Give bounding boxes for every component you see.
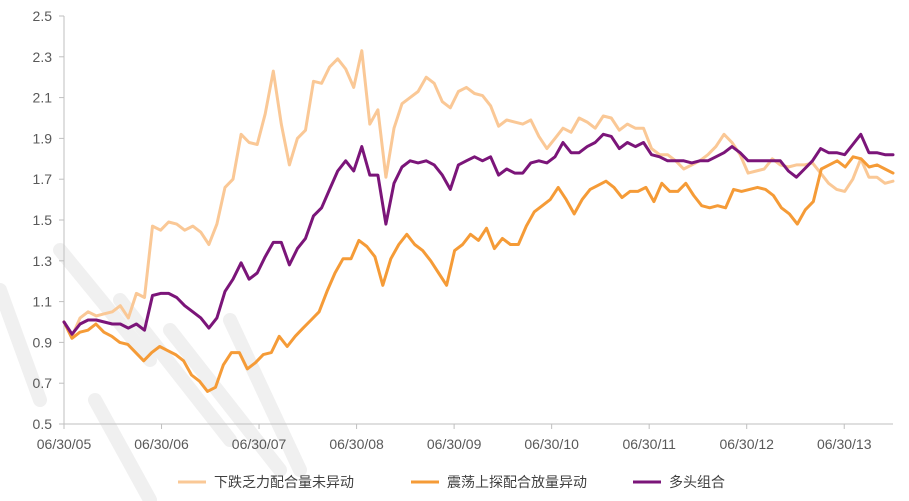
x-tick-label: 06/30/07 xyxy=(232,436,287,452)
legend: 下跌乏力配合量未异动 震荡上探配合放量异动 多头组合 xyxy=(178,474,725,491)
watermark-stroke xyxy=(53,243,157,367)
y-tick-label: 0.5 xyxy=(33,416,53,432)
x-tick-labels: 06/30/05 06/30/06 06/30/07 06/30/08 06/30/09… xyxy=(37,436,872,452)
legend-label-0: 下跌乏力配合量未异动 xyxy=(214,475,354,491)
series-line-1 xyxy=(62,155,895,393)
x-tick-label: 06/30/10 xyxy=(524,436,579,452)
y-tick-label: 2.3 xyxy=(33,49,53,65)
watermark-stroke xyxy=(0,283,47,407)
x-tick-label: 06/30/12 xyxy=(719,436,774,452)
y-tick-label: 2.5 xyxy=(33,8,53,24)
x-tick-label: 06/30/08 xyxy=(329,436,384,452)
x-tick-label: 06/30/09 xyxy=(427,436,482,452)
watermark-stroke xyxy=(163,323,287,477)
watermark-stroke xyxy=(223,313,307,477)
series-line-2 xyxy=(62,132,895,336)
y-tick-label: 1.3 xyxy=(33,253,53,269)
x-tick-label: 06/30/11 xyxy=(622,436,676,452)
legend-label-1: 震荡上探配合放量异动 xyxy=(447,475,587,491)
y-tick-label: 0.7 xyxy=(33,375,53,391)
y-tick-label: 1.5 xyxy=(33,212,53,228)
chart-axes xyxy=(59,15,893,429)
x-tick-label: 06/30/05 xyxy=(37,436,92,452)
plot-area xyxy=(62,49,895,393)
x-tick-label: 06/30/13 xyxy=(817,436,872,452)
watermark-stroke xyxy=(88,393,157,501)
legend-label-2: 多头组合 xyxy=(669,474,725,491)
x-tick-label: 06/30/06 xyxy=(134,436,189,452)
y-tick-label: 1.9 xyxy=(33,130,53,146)
y-tick-labels: 2.5 2.3 2.1 1.9 1.7 1.5 1.3 1.1 0.9 0.7 0.5 xyxy=(33,8,53,432)
watermark xyxy=(0,243,307,501)
y-tick-label: 1.7 xyxy=(33,171,53,187)
y-tick-label: 1.1 xyxy=(33,294,53,310)
watermark-stroke xyxy=(113,293,237,447)
y-tick-label: 2.1 xyxy=(33,90,53,106)
series-line-0 xyxy=(62,49,895,338)
y-tick-label: 0.9 xyxy=(33,334,53,350)
